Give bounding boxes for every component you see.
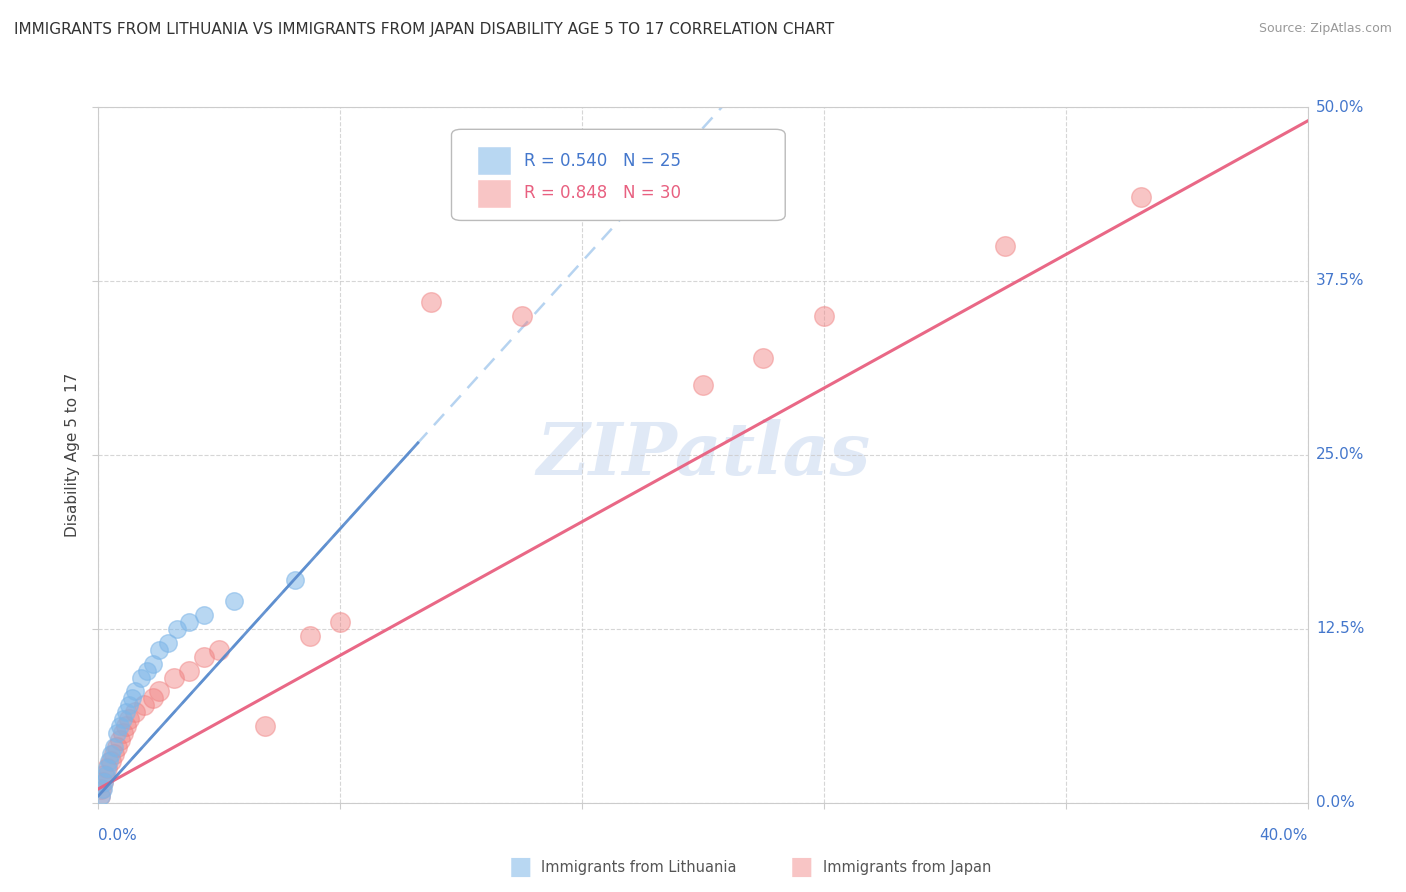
Point — [253, 719, 276, 733]
Point — [1130, 190, 1153, 204]
Point — [148, 684, 170, 698]
Point — [89, 789, 111, 803]
Point — [121, 691, 143, 706]
Point — [142, 657, 165, 671]
Text: Immigrants from Japan: Immigrants from Japan — [823, 860, 991, 874]
Point — [114, 706, 136, 720]
Point — [103, 747, 125, 761]
Point — [124, 684, 146, 698]
Text: 0.0%: 0.0% — [1316, 796, 1354, 810]
Point — [129, 671, 152, 685]
Point — [105, 726, 128, 740]
Text: 0.0%: 0.0% — [98, 828, 138, 843]
Text: Source: ZipAtlas.com: Source: ZipAtlas.com — [1258, 22, 1392, 36]
Point — [93, 768, 115, 782]
Point — [156, 636, 179, 650]
Point — [299, 629, 322, 643]
Point — [111, 712, 134, 726]
Text: Immigrants from Lithuania: Immigrants from Lithuania — [541, 860, 737, 874]
Point — [208, 642, 231, 657]
FancyBboxPatch shape — [478, 147, 509, 174]
Point — [510, 309, 533, 323]
Point — [329, 615, 352, 629]
Text: 37.5%: 37.5% — [1316, 274, 1364, 288]
Point — [111, 726, 134, 740]
Point — [90, 781, 112, 796]
Point — [94, 768, 117, 782]
Point — [108, 733, 131, 747]
Point — [90, 789, 112, 803]
Point — [692, 378, 714, 392]
Y-axis label: Disability Age 5 to 17: Disability Age 5 to 17 — [65, 373, 80, 537]
FancyBboxPatch shape — [478, 180, 509, 207]
Point — [813, 309, 835, 323]
Point — [132, 698, 155, 713]
Point — [142, 691, 165, 706]
Text: 50.0%: 50.0% — [1316, 100, 1364, 114]
Point — [752, 351, 775, 365]
Point — [93, 775, 115, 789]
Point — [105, 740, 128, 755]
Point — [163, 671, 186, 685]
Point — [193, 649, 215, 664]
Text: 40.0%: 40.0% — [1260, 828, 1308, 843]
Point — [98, 754, 121, 768]
Text: 25.0%: 25.0% — [1316, 448, 1364, 462]
Point — [118, 698, 141, 713]
Text: R = 0.848   N = 30: R = 0.848 N = 30 — [524, 185, 681, 202]
Point — [166, 622, 188, 636]
Point — [96, 761, 118, 775]
Text: ■: ■ — [790, 855, 813, 879]
Point — [284, 573, 307, 587]
Point — [108, 719, 131, 733]
Text: R = 0.540   N = 25: R = 0.540 N = 25 — [524, 152, 681, 169]
Point — [179, 615, 201, 629]
Text: IMMIGRANTS FROM LITHUANIA VS IMMIGRANTS FROM JAPAN DISABILITY AGE 5 TO 17 CORREL: IMMIGRANTS FROM LITHUANIA VS IMMIGRANTS … — [14, 22, 834, 37]
Point — [100, 747, 122, 761]
Point — [148, 642, 170, 657]
Point — [103, 740, 125, 755]
Point — [118, 712, 141, 726]
Point — [420, 294, 443, 309]
Point — [100, 754, 122, 768]
Point — [124, 706, 146, 720]
Point — [91, 775, 114, 789]
Point — [96, 761, 118, 775]
Text: ZIPatlas: ZIPatlas — [536, 419, 870, 491]
Point — [114, 719, 136, 733]
Point — [91, 781, 114, 796]
Point — [135, 664, 157, 678]
Point — [179, 664, 201, 678]
FancyBboxPatch shape — [451, 129, 785, 220]
Text: ■: ■ — [509, 855, 531, 879]
Point — [224, 594, 246, 608]
Text: 12.5%: 12.5% — [1316, 622, 1364, 636]
Point — [994, 239, 1017, 253]
Point — [193, 607, 215, 622]
